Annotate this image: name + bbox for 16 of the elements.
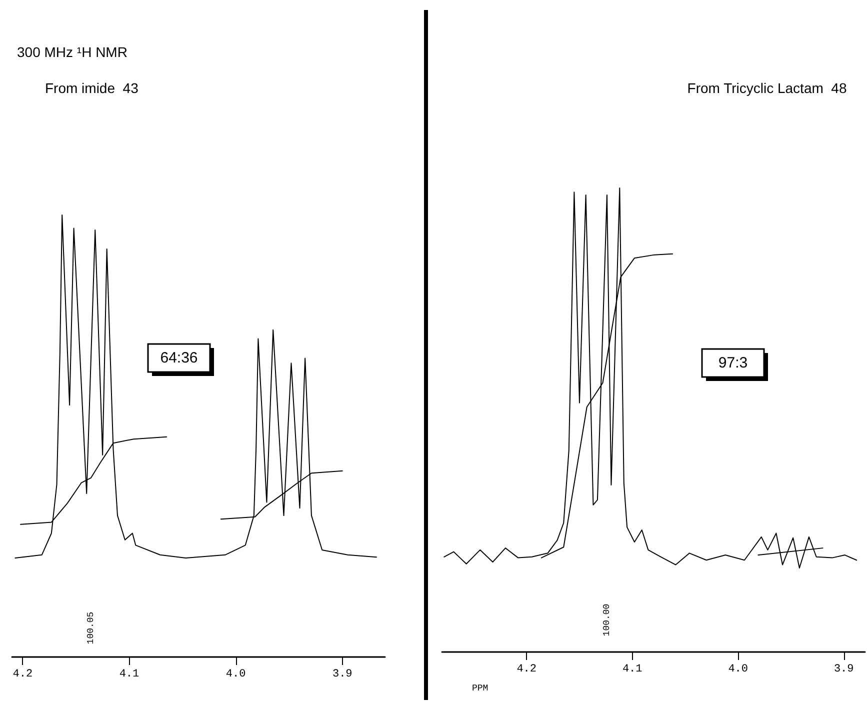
annotation: 97:3	[718, 354, 748, 372]
chart-subtitle: From Tricyclic Lactam 48	[687, 80, 847, 96]
x-axis-title: PPM	[472, 684, 488, 694]
annotation: 100.00	[602, 604, 612, 636]
x-tick-label: 3.9	[332, 668, 352, 680]
x-tick-label: 4.0	[728, 664, 748, 676]
x-tick-label: 4.1	[622, 664, 643, 676]
annotation: 100.05	[86, 612, 96, 644]
x-tick-label: 4.0	[226, 668, 246, 680]
annotation: 64:36	[160, 350, 198, 366]
x-tick-label: 4.1	[119, 668, 140, 680]
x-tick-label: 3.9	[834, 664, 854, 676]
chart-subtitle: From imide 43	[45, 80, 139, 96]
x-tick-label: 4.2	[516, 664, 537, 676]
x-tick-label: 4.2	[12, 668, 33, 680]
chart-title: 300 MHz ¹H NMR	[17, 44, 128, 60]
